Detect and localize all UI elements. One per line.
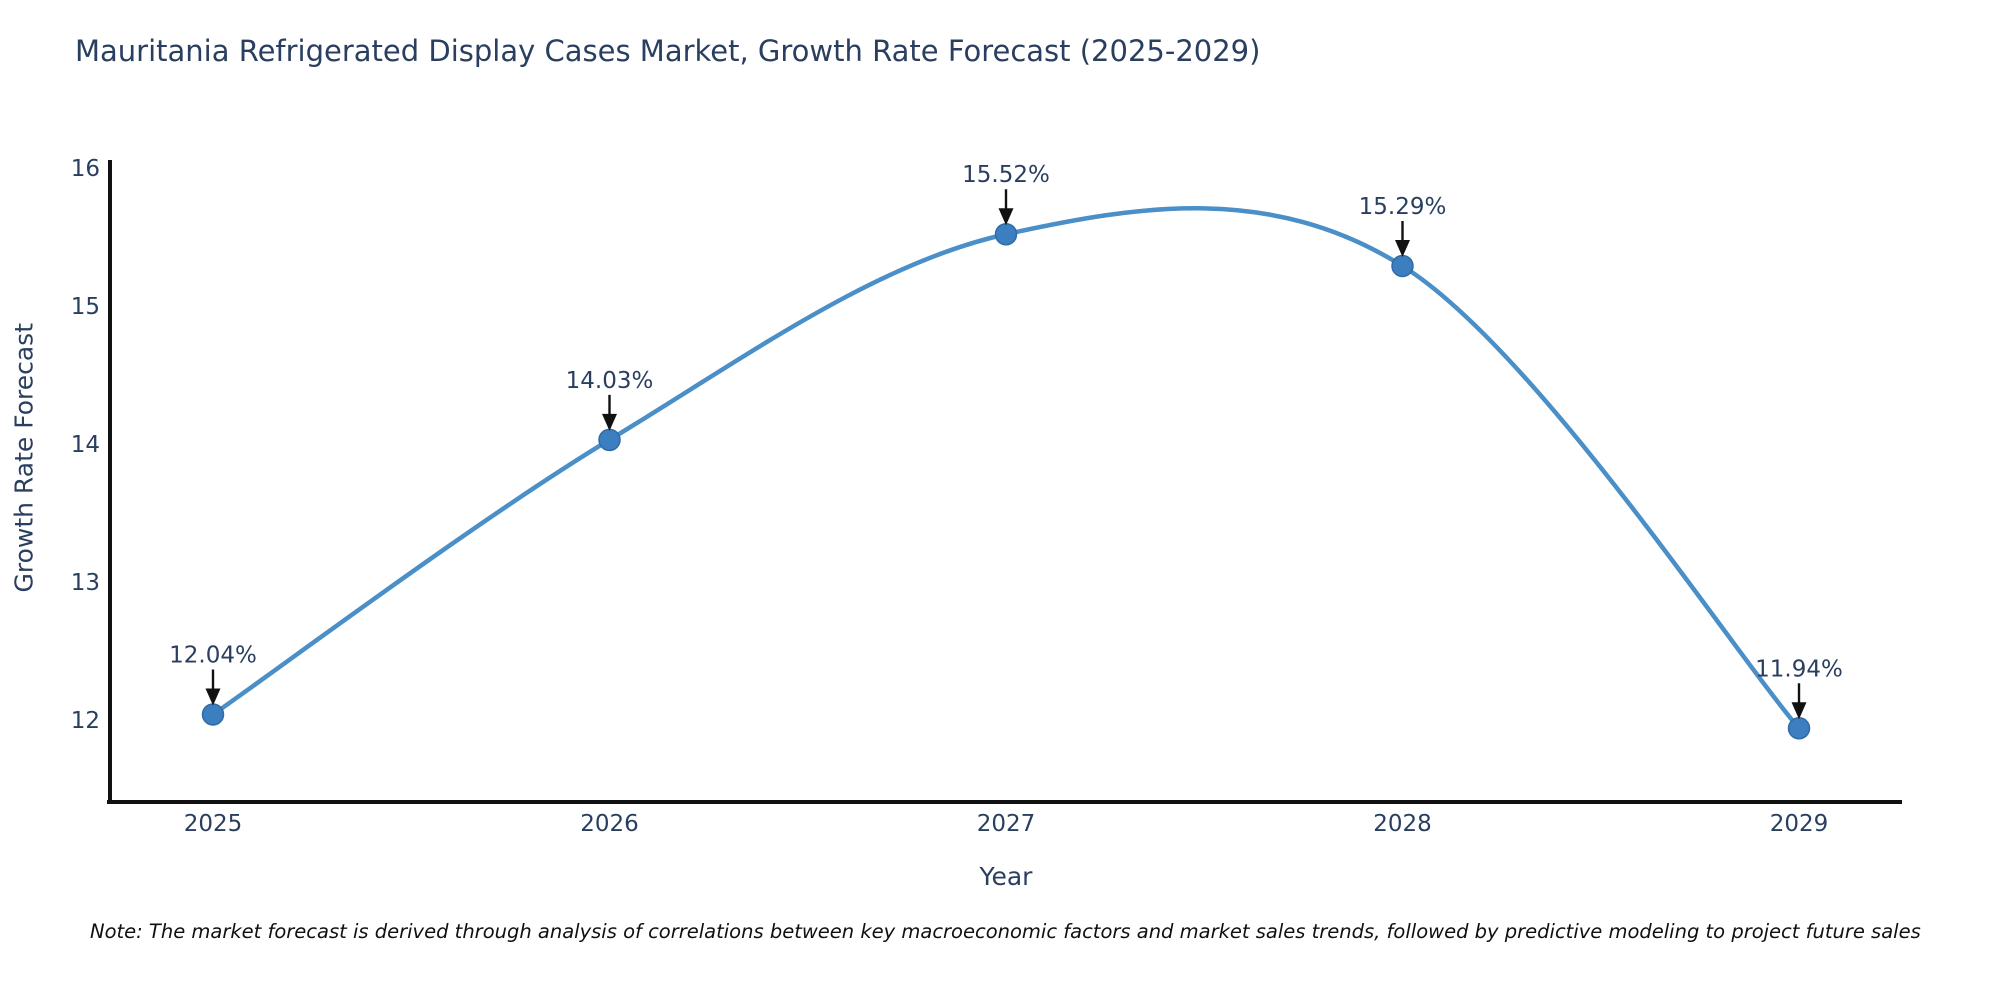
y-tick-label: 16 bbox=[71, 156, 100, 182]
y-tick-label: 14 bbox=[71, 432, 100, 458]
x-tick-label: 2029 bbox=[1770, 811, 1829, 837]
point-value-label: 14.03% bbox=[566, 368, 654, 394]
data-point-marker bbox=[201, 703, 225, 726]
y-tick-labels: 12 13 14 15 16 bbox=[71, 156, 100, 734]
data-point-markers bbox=[201, 222, 1811, 740]
chart-title: Mauritania Refrigerated Display Cases Ma… bbox=[75, 34, 1261, 68]
series-line bbox=[210, 206, 1802, 731]
data-point-marker bbox=[994, 222, 1018, 246]
point-value-label: 11.94% bbox=[1755, 656, 1843, 682]
x-tick-label: 2028 bbox=[1373, 811, 1432, 837]
point-value-label: 12.04% bbox=[169, 642, 257, 668]
x-tick-labels: 2025 2026 2027 2028 2029 bbox=[184, 811, 1829, 837]
x-tick-label: 2026 bbox=[580, 811, 639, 837]
annotation-arrowhead bbox=[998, 208, 1014, 226]
data-point-marker bbox=[598, 428, 621, 452]
point-annotations: 12.04% 14.03% 15.52% 15.29% 11.94% bbox=[169, 162, 1843, 720]
data-point-marker bbox=[1391, 254, 1414, 278]
point-value-label: 15.29% bbox=[1359, 194, 1447, 220]
x-tick-label: 2027 bbox=[977, 811, 1036, 837]
point-value-label: 15.52% bbox=[962, 162, 1050, 188]
data-point-marker bbox=[1787, 717, 1811, 740]
x-tick-label: 2025 bbox=[184, 811, 243, 837]
annotation-arrowhead bbox=[1791, 702, 1807, 720]
y-tick-label: 12 bbox=[71, 708, 100, 734]
x-axis-title: Year bbox=[979, 862, 1033, 891]
annotation-arrowhead bbox=[1395, 239, 1410, 257]
y-tick-label: 15 bbox=[71, 294, 100, 320]
footnote: Note: The market forecast is derived thr… bbox=[90, 920, 1921, 943]
annotation-arrowhead bbox=[602, 413, 617, 431]
y-tick-label: 13 bbox=[71, 570, 100, 596]
annotation-arrowhead bbox=[205, 688, 221, 706]
